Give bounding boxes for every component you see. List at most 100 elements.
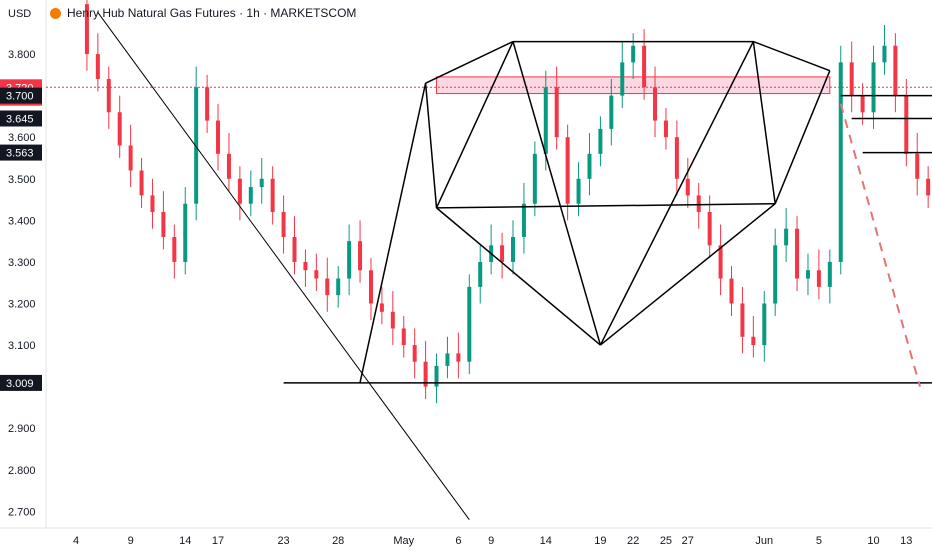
candle-body bbox=[412, 345, 417, 362]
candle-body bbox=[226, 153, 231, 179]
candle-body bbox=[216, 120, 221, 154]
pattern-line bbox=[774, 70, 831, 205]
candle-body bbox=[237, 178, 242, 204]
y-tick-label: 3.100 bbox=[8, 340, 36, 352]
pattern-line bbox=[435, 41, 514, 209]
candle-body bbox=[598, 128, 603, 154]
candle-body bbox=[926, 178, 931, 196]
candle-body bbox=[718, 245, 723, 279]
candle-body bbox=[128, 145, 133, 171]
x-tick-label: 17 bbox=[212, 535, 224, 547]
pattern-line bbox=[512, 41, 602, 346]
candle-body bbox=[205, 87, 210, 121]
candle-body bbox=[532, 153, 537, 204]
candle-body bbox=[893, 45, 898, 96]
price-tag-box bbox=[0, 144, 42, 161]
x-tick-label: 9 bbox=[128, 535, 134, 547]
x-tick-label: 22 bbox=[627, 535, 639, 547]
candle-body bbox=[368, 270, 373, 304]
candle-body bbox=[347, 241, 352, 279]
pattern-line bbox=[424, 83, 438, 208]
price-tag: 3.700 bbox=[0, 87, 42, 104]
candle-body bbox=[554, 87, 559, 138]
x-tick-label: 5 bbox=[816, 535, 822, 547]
x-tick-label: 14 bbox=[540, 535, 552, 547]
symbol-title-bar[interactable]: Henry Hub Natural Gas Futures · 1h · MAR… bbox=[50, 6, 356, 20]
candle-body bbox=[379, 303, 384, 312]
x-tick-label: Jun bbox=[755, 535, 773, 547]
candle-body bbox=[543, 87, 548, 154]
x-tick-label: 6 bbox=[455, 535, 461, 547]
y-tick-label: 2.800 bbox=[8, 465, 36, 477]
x-tick-label: 9 bbox=[488, 535, 494, 547]
y-tick-label: 3.800 bbox=[8, 49, 36, 61]
candle-body bbox=[674, 137, 679, 179]
y-tick-label: 3.300 bbox=[8, 257, 36, 269]
currency-label: USD bbox=[8, 8, 32, 20]
candle-body bbox=[805, 270, 810, 279]
candle-body bbox=[707, 212, 712, 246]
candle-body bbox=[816, 270, 821, 287]
pattern-line bbox=[752, 41, 776, 204]
candle-body bbox=[751, 336, 756, 346]
candle-body bbox=[423, 361, 428, 387]
price-tag-box bbox=[0, 87, 42, 104]
pattern-line bbox=[425, 40, 514, 84]
symbol-logo-icon bbox=[50, 7, 61, 19]
x-tick-label: 14 bbox=[179, 535, 191, 547]
x-tick-label: 25 bbox=[660, 535, 672, 547]
candle-body bbox=[248, 187, 253, 204]
candle-body bbox=[576, 178, 581, 204]
candle-body bbox=[521, 203, 526, 237]
x-tick-label: May bbox=[393, 535, 414, 547]
candle-body bbox=[904, 95, 909, 154]
y-tick-label: 3.600 bbox=[8, 132, 36, 144]
pattern-line bbox=[359, 82, 427, 383]
x-tick-label: 10 bbox=[867, 535, 879, 547]
candle-body bbox=[139, 170, 144, 196]
candle-body bbox=[303, 261, 308, 271]
pattern-line bbox=[436, 207, 601, 346]
price-tag-label: 3.563 bbox=[6, 148, 34, 160]
candle-body bbox=[401, 328, 406, 346]
candle-body bbox=[161, 212, 166, 237]
pattern-line bbox=[599, 41, 755, 346]
candle-body bbox=[773, 245, 778, 304]
x-tick-label: 13 bbox=[900, 535, 912, 547]
x-tick-label: 27 bbox=[682, 535, 694, 547]
candle-body bbox=[467, 286, 472, 362]
candle-body bbox=[325, 278, 330, 296]
y-tick-label: 3.400 bbox=[8, 215, 36, 227]
pattern-line bbox=[599, 203, 776, 346]
candle-body bbox=[653, 87, 658, 121]
candle-body bbox=[609, 95, 614, 129]
candle-body bbox=[150, 195, 155, 213]
candle-body bbox=[390, 311, 395, 329]
candle-body bbox=[871, 62, 876, 113]
candle-body bbox=[336, 278, 341, 296]
candle-body bbox=[84, 4, 89, 55]
candle-body bbox=[434, 365, 439, 387]
pattern-line bbox=[753, 40, 831, 72]
x-tick-label: 23 bbox=[277, 535, 289, 547]
y-tick-label: 2.900 bbox=[8, 423, 36, 435]
candle-body bbox=[478, 261, 483, 287]
candle-body bbox=[183, 203, 188, 262]
candle-body bbox=[314, 270, 319, 279]
candle-body bbox=[172, 236, 177, 262]
candle-body bbox=[292, 236, 297, 262]
candle-body bbox=[620, 62, 625, 96]
x-tick-label: 19 bbox=[594, 535, 606, 547]
candle-body bbox=[456, 353, 461, 362]
y-tick-label: 3.500 bbox=[8, 174, 36, 186]
candle-body bbox=[631, 45, 636, 63]
candle-body bbox=[860, 95, 865, 113]
candle-body bbox=[882, 45, 887, 63]
candle-body bbox=[106, 78, 111, 113]
candle-body bbox=[587, 153, 592, 179]
candle-body bbox=[270, 178, 275, 213]
candle-body bbox=[827, 261, 832, 287]
candle-body bbox=[194, 87, 199, 204]
candle-body bbox=[511, 236, 515, 262]
